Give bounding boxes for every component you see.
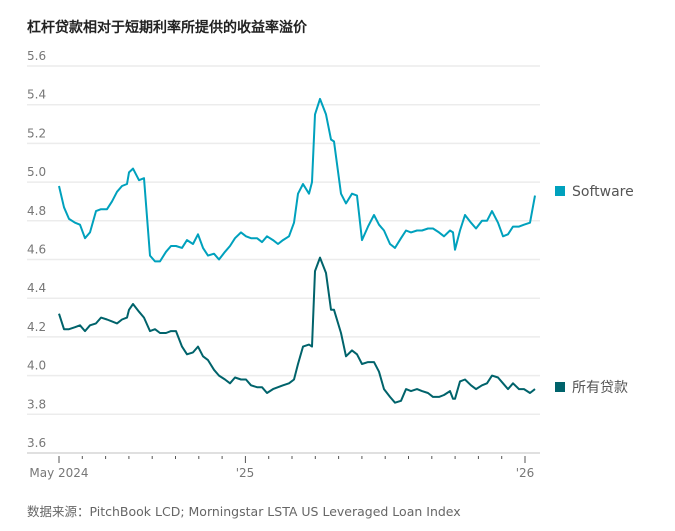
legend-swatch xyxy=(555,186,565,196)
y-tick-label: 5.6 xyxy=(27,49,46,63)
y-tick-label: 5.2 xyxy=(27,126,46,140)
y-tick-label: 3.8 xyxy=(27,397,46,411)
y-tick-label: 4.8 xyxy=(27,204,46,218)
legend-label: Software xyxy=(572,184,634,200)
y-tick-label: 4.0 xyxy=(27,359,46,373)
chart-title: 杠杆贷款相对于短期利率所提供的收益率溢价 xyxy=(27,20,307,36)
y-tick-label: 3.6 xyxy=(27,436,46,450)
y-tick-label: 5.0 xyxy=(27,165,46,179)
y-tick-label: 4.4 xyxy=(27,281,46,295)
series-line-software xyxy=(58,97,536,263)
x-tick-label: '25 xyxy=(236,466,255,480)
x-tick-label: May 2024 xyxy=(29,466,88,480)
y-tick-label: 4.2 xyxy=(27,320,46,334)
x-tick-label: '26 xyxy=(516,466,535,480)
y-tick-label: 5.4 xyxy=(27,88,46,102)
legend-swatch xyxy=(555,382,565,392)
legend-label: 所有贷款 xyxy=(572,380,628,396)
series-line-all-loans xyxy=(58,256,536,404)
source-note: 数据来源：PitchBook LCD; Morningstar LSTA US … xyxy=(27,504,461,519)
y-tick-label: 4.6 xyxy=(27,243,46,257)
